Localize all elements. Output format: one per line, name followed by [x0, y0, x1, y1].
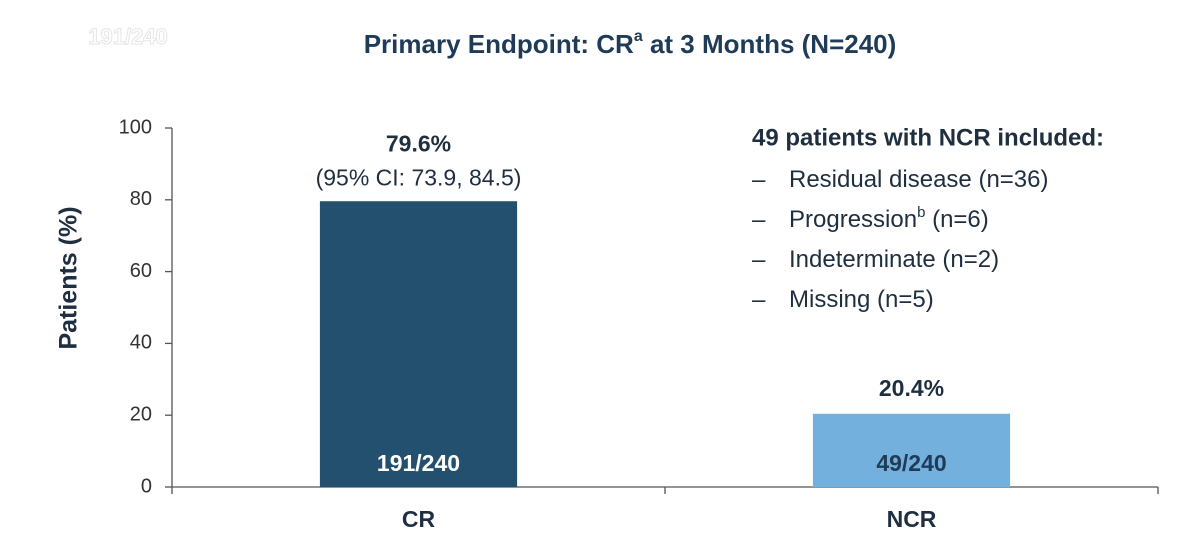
note-dash: –	[752, 246, 766, 273]
title-text: at 3 Months (N=240)	[643, 29, 897, 59]
bar	[812, 413, 1011, 487]
note-text: Progression	[789, 206, 917, 233]
note-text: (n=6)	[925, 206, 988, 233]
note-superscript: b	[917, 204, 925, 221]
note-dash: –	[752, 286, 766, 313]
y-tick-label: 100	[119, 116, 152, 138]
title-text: Primary Endpoint: CR	[364, 29, 634, 59]
note-text: Residual disease (n=36)	[789, 166, 1049, 193]
y-tick-label: 0	[141, 475, 152, 497]
x-tick-label: NCR	[887, 506, 937, 532]
chart-title: Primary Endpoint: CRa at 3 Months (N=240…	[364, 28, 897, 59]
value-label: 79.6%	[386, 130, 451, 156]
bar-inner-label: 191/240	[377, 450, 460, 476]
bar	[319, 201, 518, 487]
y-tick-label: 40	[130, 332, 152, 354]
y-tick-label: 80	[130, 188, 152, 210]
note-dash: –	[752, 206, 766, 233]
note-text: Missing (n=5)	[789, 286, 934, 313]
note-item: Progressionb (n=6)	[789, 204, 989, 233]
note-item: Missing (n=5)	[789, 286, 934, 313]
note-box: 49 patients with NCR included: – Residual…	[752, 124, 1104, 313]
note-item: Residual disease (n=36)	[789, 166, 1049, 193]
value-sublabel: (95% CI: 73.9, 84.5)	[316, 164, 522, 190]
y-tick-label: 60	[130, 260, 152, 282]
y-tick-label: 20	[130, 403, 152, 425]
x-tick-label: CR	[402, 506, 436, 532]
note-text: Indeterminate (n=2)	[789, 246, 999, 273]
bar-inner-label: 49/240	[876, 450, 946, 476]
title-superscript: a	[634, 28, 643, 45]
y-axis-label: Patients (%)	[55, 206, 83, 349]
note-heading: 49 patients with NCR included:	[752, 124, 1104, 151]
watermark: 191/240	[88, 24, 168, 49]
value-label: 20.4%	[879, 375, 944, 401]
note-dash: –	[752, 166, 766, 193]
note-item: Indeterminate (n=2)	[789, 246, 999, 273]
